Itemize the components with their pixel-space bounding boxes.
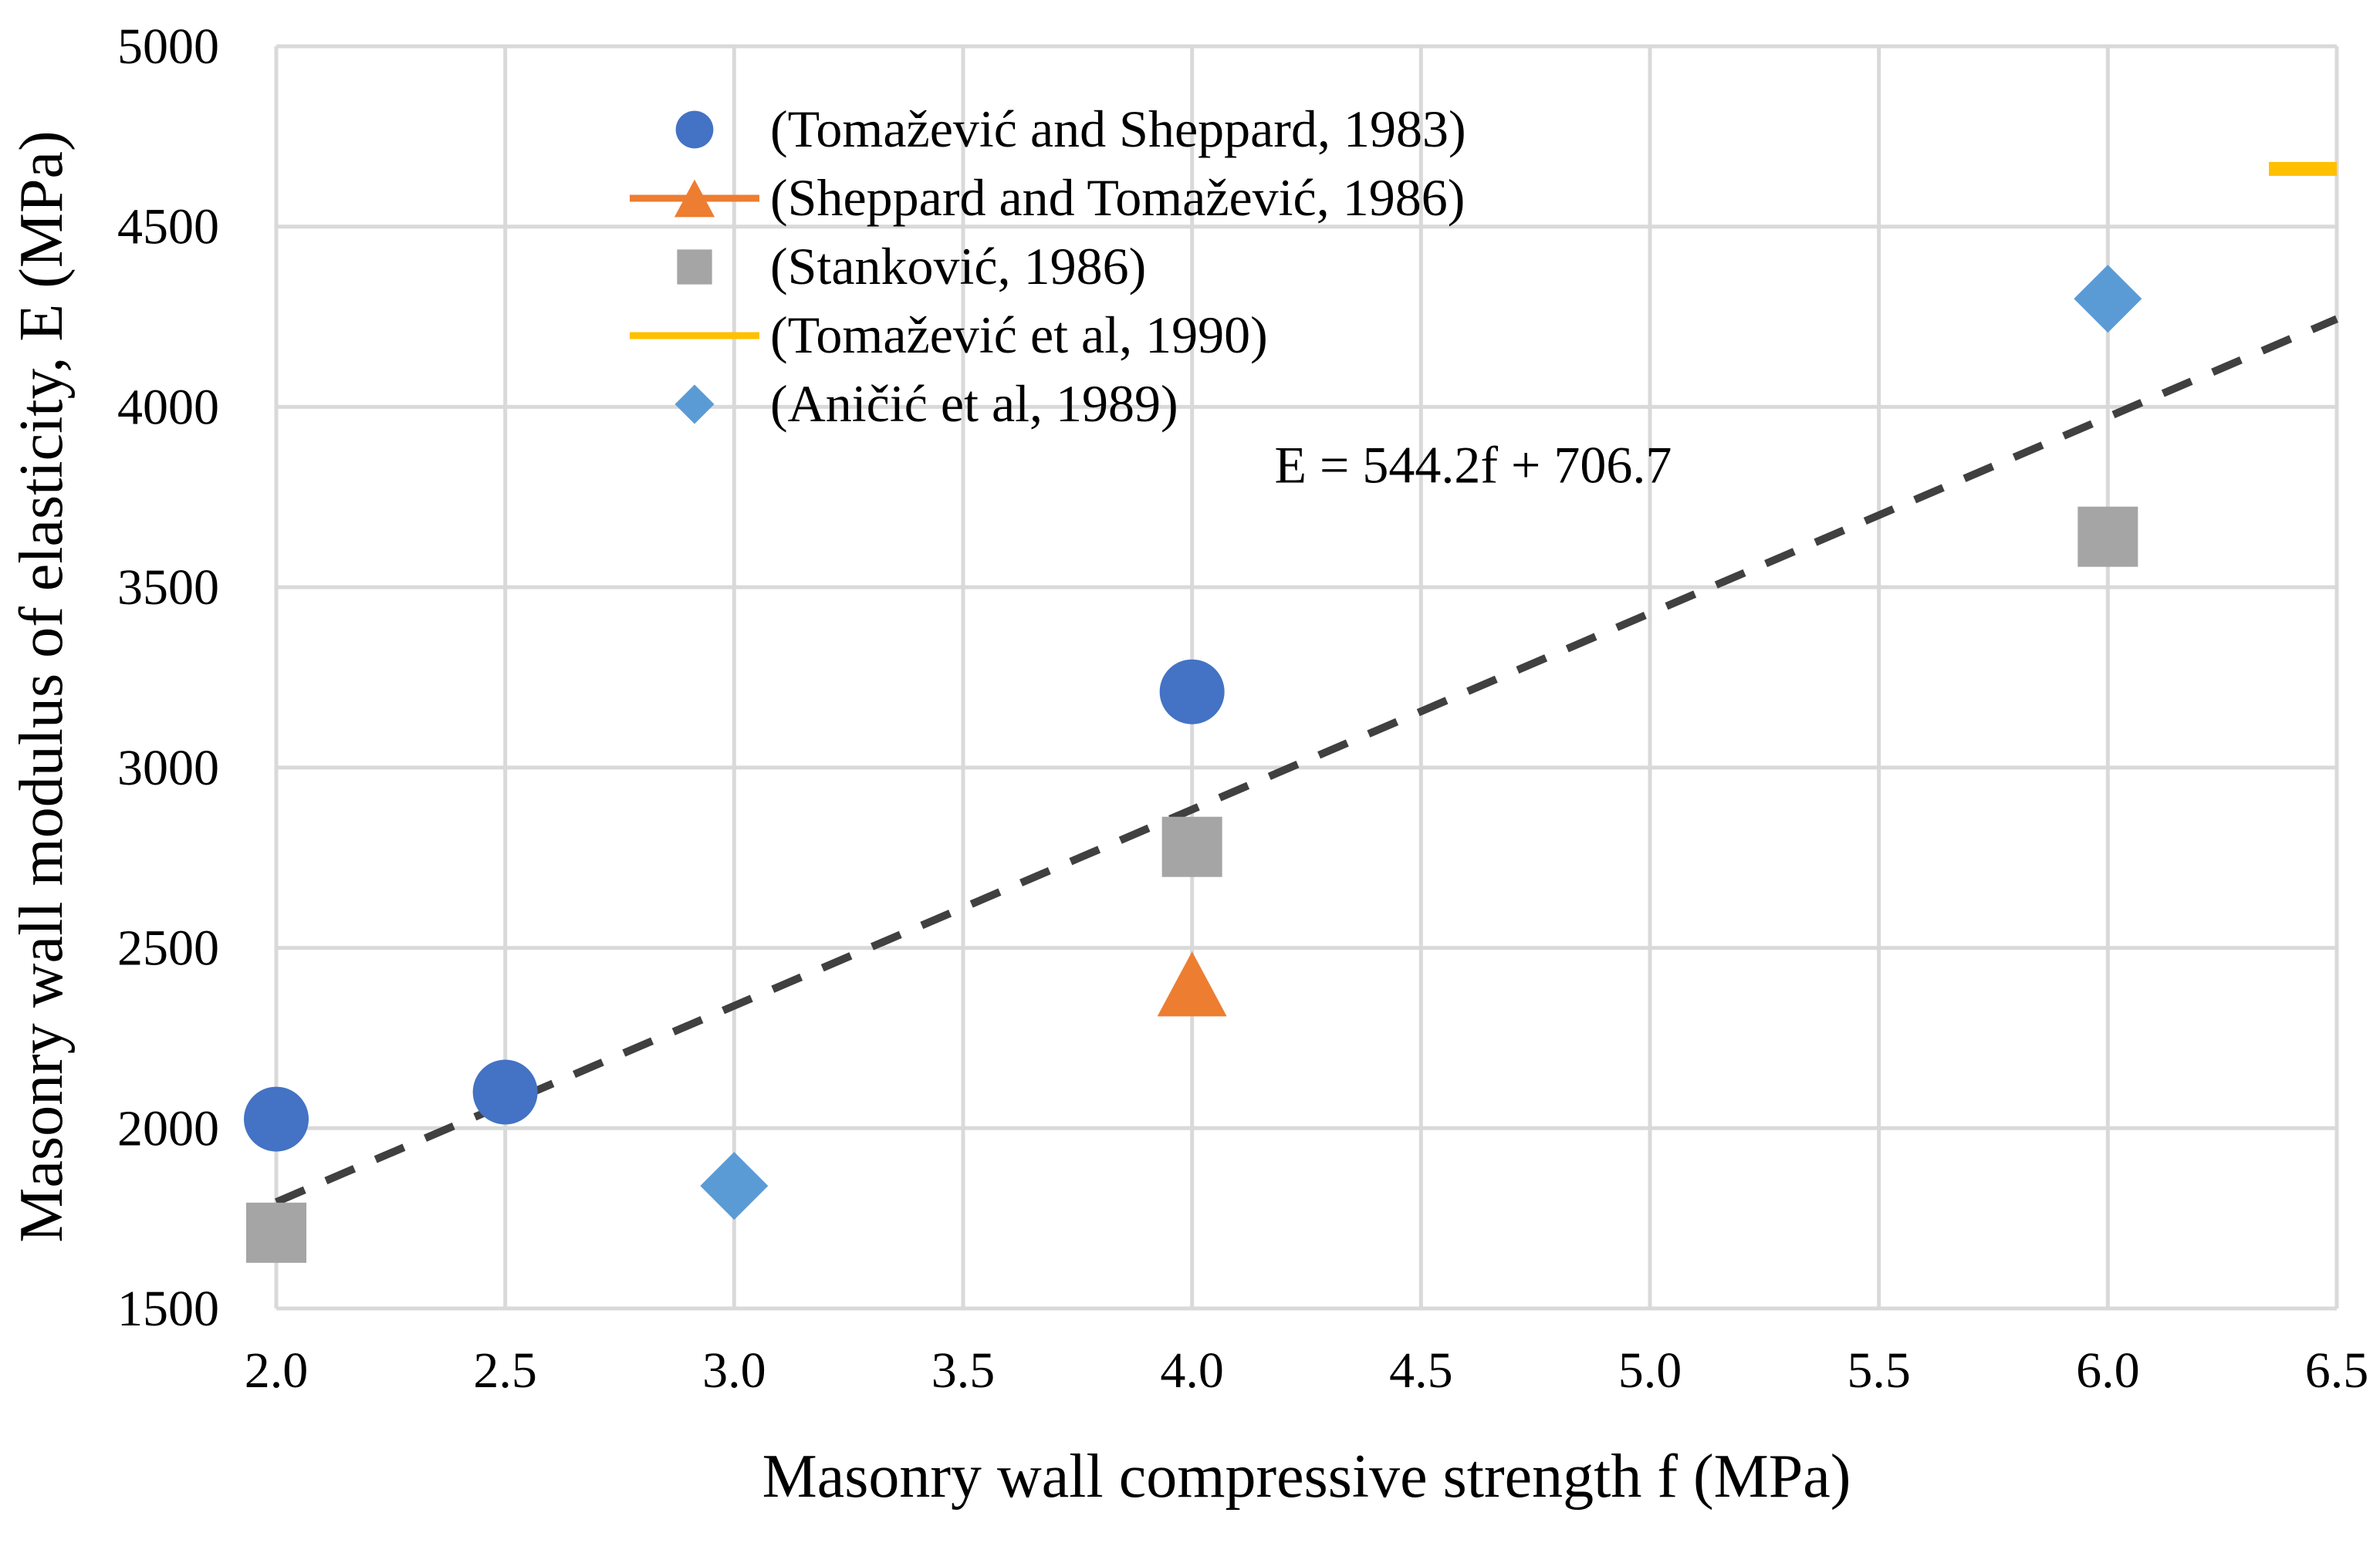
legend-label-3: (Tomažević et al, 1990)	[770, 306, 1268, 364]
legend-label-1: (Sheppard and Tomažević, 1986)	[770, 168, 1465, 227]
trendline-equation: E = 544.2f + 706.7	[1274, 436, 1672, 495]
x-tick-label-7: 5.5	[1847, 1342, 1911, 1399]
point-series-2-0	[246, 1202, 306, 1263]
x-tick-label-1: 2.5	[473, 1342, 537, 1399]
x-axis-title: Masonry wall compressive strength f (MPa…	[762, 1443, 1851, 1511]
point-series-0-2	[1159, 659, 1225, 724]
y-tick-label-3: 3000	[117, 740, 219, 796]
point-series-0-1	[472, 1059, 538, 1125]
x-tick-label-5: 4.5	[1389, 1342, 1453, 1399]
y-tick-label-4: 3500	[117, 559, 219, 616]
y-tick-label-1: 2000	[117, 1100, 219, 1156]
x-tick-label-2: 3.0	[702, 1342, 766, 1399]
y-tick-label-7: 5000	[117, 19, 219, 75]
y-tick-label-6: 4500	[117, 199, 219, 255]
legend: (Tomažević and Sheppard, 1983) (Sheppard …	[630, 100, 1466, 433]
legend-label-2: (Stanković, 1986)	[770, 237, 1146, 295]
x-tick-label-8: 6.0	[2076, 1342, 2140, 1399]
y-tick-label-5: 4000	[117, 379, 219, 435]
x-tick-label-6: 5.0	[1618, 1342, 1682, 1399]
y-axis-title: Masonry wall modulus of elasticity, E (M…	[8, 130, 76, 1242]
point-series-1-0	[1157, 951, 1227, 1017]
point-series-0-0	[244, 1086, 309, 1152]
point-series-4-1	[2074, 265, 2142, 333]
point-series-3-0	[2269, 161, 2337, 176]
legend-label-4: (Aničić et al, 1989)	[770, 374, 1178, 433]
legend-marker-0	[675, 110, 714, 149]
point-series-4-0	[700, 1152, 769, 1221]
x-tick-label-9: 6.5	[2305, 1342, 2369, 1399]
y-tick-label-0: 1500	[117, 1281, 219, 1337]
y-tick-label-2: 2500	[117, 920, 219, 977]
x-tick-label-0: 2.0	[245, 1342, 309, 1399]
legend-marker-4	[674, 384, 715, 424]
x-tick-labels: 2.0 2.5 3.0 3.5 4.0 4.5 5.0 5.5 6.0 6.5	[245, 1342, 2369, 1399]
data-points	[244, 161, 2337, 1263]
point-series-2-2	[2077, 506, 2138, 567]
grid-lines	[274, 44, 2339, 1311]
x-tick-label-4: 4.0	[1160, 1342, 1224, 1399]
legend-marker-2	[677, 249, 712, 285]
legend-marker-1	[674, 179, 715, 218]
y-tick-labels: 1500 2000 2500 3000 3500 4000 4500 5000	[117, 19, 219, 1337]
x-tick-label-3: 3.5	[931, 1342, 996, 1399]
point-series-2-1	[1161, 816, 1222, 877]
legend-label-0: (Tomažević and Sheppard, 1983)	[770, 100, 1466, 158]
